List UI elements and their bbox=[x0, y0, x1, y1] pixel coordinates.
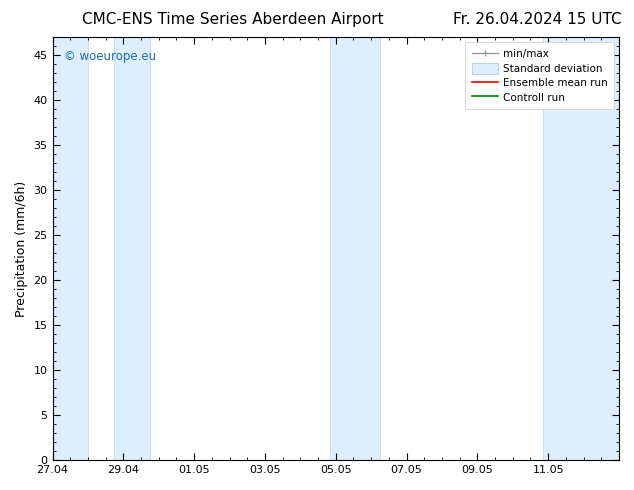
Y-axis label: Precipitation (mm/6h): Precipitation (mm/6h) bbox=[15, 180, 28, 317]
Bar bbox=[330, 37, 380, 460]
Bar bbox=[543, 37, 619, 460]
Text: Fr. 26.04.2024 15 UTC: Fr. 26.04.2024 15 UTC bbox=[453, 12, 621, 27]
Legend: min/max, Standard deviation, Ensemble mean run, Controll run: min/max, Standard deviation, Ensemble me… bbox=[465, 42, 614, 109]
Text: © woeurope.eu: © woeurope.eu bbox=[64, 50, 156, 63]
Bar bbox=[115, 37, 150, 460]
Text: CMC-ENS Time Series Aberdeen Airport: CMC-ENS Time Series Aberdeen Airport bbox=[82, 12, 384, 27]
Bar bbox=[53, 37, 88, 460]
